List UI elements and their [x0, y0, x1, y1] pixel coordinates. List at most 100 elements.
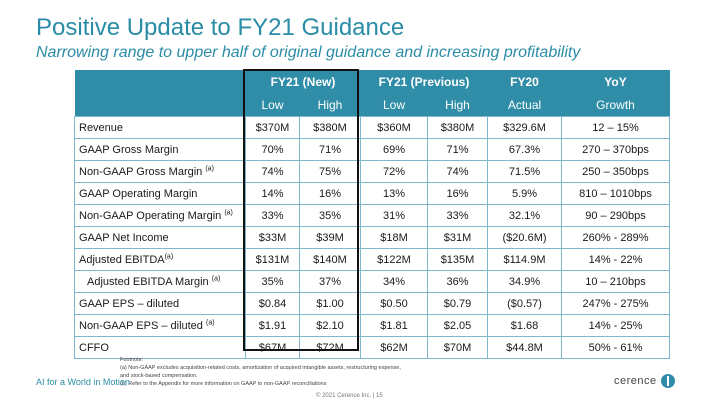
footnote-heading: Footnote:: [120, 356, 401, 364]
table-cell: 12 – 15%: [562, 117, 670, 139]
table-cell: 74%: [428, 161, 488, 183]
table-cell: 14%: [246, 183, 300, 205]
table-row: Non-GAAP Operating Margin (a) 33% 35% 31% 33…: [75, 205, 670, 227]
table-cell: 32.1%: [488, 205, 562, 227]
footnote-a-continued: and stock-based compensation.: [120, 372, 401, 380]
row-label-text: CFFO: [79, 342, 109, 354]
sub-header-actual: Actual: [488, 94, 562, 117]
table-cell: $2.10: [300, 315, 361, 337]
logo-mark-icon: [661, 374, 675, 388]
table-cell: 69%: [361, 139, 428, 161]
table-cell: ($0.57): [488, 293, 562, 315]
table-row: GAAP Operating Margin 14% 16% 13% 16% 5.9% 810…: [75, 183, 670, 205]
table-cell: 50% - 61%: [562, 337, 670, 359]
table-cell: $1.81: [361, 315, 428, 337]
logo-wordmark: cerence: [614, 375, 657, 387]
table-cell: $380M: [428, 117, 488, 139]
row-label: Non-GAAP EPS – diluted (a): [75, 315, 246, 337]
footnotes: Footnote: (a) Non-GAAP excludes acquisit…: [120, 356, 401, 388]
row-label-footnote-ref: (a): [206, 319, 215, 326]
table-cell: 13%: [361, 183, 428, 205]
sub-header-new-high: High: [300, 94, 361, 117]
table-corner-sub: [75, 94, 246, 117]
table-cell: $1.68: [488, 315, 562, 337]
table-cell: 34.9%: [488, 271, 562, 293]
table-cell: 10 – 210bps: [562, 271, 670, 293]
table-cell: $31M: [428, 227, 488, 249]
group-header-fy21-new: FY21 (New): [246, 70, 361, 94]
table-cell: 250 – 350bps: [562, 161, 670, 183]
group-header-fy21-previous: FY21 (Previous): [361, 70, 488, 94]
table-group-header-row: FY21 (New) FY21 (Previous) FY20 YoY: [75, 70, 670, 94]
table-cell: $0.50: [361, 293, 428, 315]
table-cell: 75%: [300, 161, 361, 183]
table-cell: 16%: [428, 183, 488, 205]
table-cell: $70M: [428, 337, 488, 359]
table-cell: $1.91: [246, 315, 300, 337]
table-cell: $18M: [361, 227, 428, 249]
group-header-fy20: FY20: [488, 70, 562, 94]
table-row: GAAP EPS – diluted $0.84 $1.00 $0.50 $0.79 ($…: [75, 293, 670, 315]
row-label-text: Adjusted EBITDA: [79, 254, 165, 266]
table-cell: $1.00: [300, 293, 361, 315]
table-cell: 14% - 25%: [562, 315, 670, 337]
row-label-footnote-ref: (a): [165, 253, 174, 260]
table-cell: $131M: [246, 249, 300, 271]
table-cell: 16%: [300, 183, 361, 205]
table-cell: 270 – 370bps: [562, 139, 670, 161]
table-cell: 67.3%: [488, 139, 562, 161]
footer-tagline: AI for a World in Motion: [36, 377, 130, 387]
table-cell: $0.79: [428, 293, 488, 315]
table-body: Revenue $370M $380M $360M $380M $329.6M 12 – 1…: [75, 117, 670, 359]
table-cell: $0.84: [246, 293, 300, 315]
table-cell: $44.8M: [488, 337, 562, 359]
table-cell: 36%: [428, 271, 488, 293]
table-cell: $360M: [361, 117, 428, 139]
table-cell: 71%: [428, 139, 488, 161]
row-label-text: GAAP Net Income: [79, 232, 169, 244]
row-label-text: GAAP Gross Margin: [79, 144, 178, 156]
table-cell: 35%: [246, 271, 300, 293]
table-row: GAAP Gross Margin 70% 71% 69% 71% 67.3% 270 – …: [75, 139, 670, 161]
table-cell: $33M: [246, 227, 300, 249]
table-row: GAAP Net Income $33M $39M $18M $31M ($20.6M) 2…: [75, 227, 670, 249]
row-label-text: Non-GAAP Gross Margin: [79, 166, 205, 178]
table-cell: 260% - 289%: [562, 227, 670, 249]
table-cell: $39M: [300, 227, 361, 249]
table-cell: 810 – 1010bps: [562, 183, 670, 205]
table-cell: $2.05: [428, 315, 488, 337]
group-header-yoy: YoY: [562, 70, 670, 94]
table-cell: $140M: [300, 249, 361, 271]
table-cell: 74%: [246, 161, 300, 183]
row-label: Revenue: [75, 117, 246, 139]
row-label-text: Revenue: [79, 122, 123, 134]
table-sub-header-row: Low High Low High Actual Growth: [75, 94, 670, 117]
table-cell: $114.9M: [488, 249, 562, 271]
footer-copyright: © 2021 Cerence Inc. | 15: [316, 393, 383, 399]
table-row: Adjusted EBITDA(a) $131M $140M $122M $135M $1…: [75, 249, 670, 271]
table-cell: 5.9%: [488, 183, 562, 205]
row-label: Non-GAAP Gross Margin (a): [75, 161, 246, 183]
row-label: GAAP Net Income: [75, 227, 246, 249]
row-label: Non-GAAP Operating Margin (a): [75, 205, 246, 227]
row-label-footnote-ref: (a): [205, 165, 214, 172]
table-cell: 34%: [361, 271, 428, 293]
sub-header-prev-low: Low: [361, 94, 428, 117]
row-label: GAAP Operating Margin: [75, 183, 246, 205]
table-cell: 72%: [361, 161, 428, 183]
table-cell: 71%: [300, 139, 361, 161]
row-label-text: GAAP EPS – diluted: [79, 298, 179, 310]
guidance-table: FY21 (New) FY21 (Previous) FY20 YoY Low …: [74, 70, 670, 359]
table-corner: [75, 70, 246, 94]
table-row: Revenue $370M $380M $360M $380M $329.6M 12 – 1…: [75, 117, 670, 139]
row-label-footnote-ref: (a): [224, 209, 233, 216]
table-cell: 33%: [428, 205, 488, 227]
table-cell: $370M: [246, 117, 300, 139]
table-row: Non-GAAP EPS – diluted (a) $1.91 $2.10 $1.8…: [75, 315, 670, 337]
footnote-b: (b) Refer to the Appendix for more infor…: [120, 380, 401, 388]
table-cell: $329.6M: [488, 117, 562, 139]
table-cell: ($20.6M): [488, 227, 562, 249]
page-subtitle: Narrowing range to upper half of origina…: [36, 43, 580, 63]
page-title: Positive Update to FY21 Guidance: [36, 14, 404, 42]
cerence-logo: cerence: [614, 374, 675, 388]
